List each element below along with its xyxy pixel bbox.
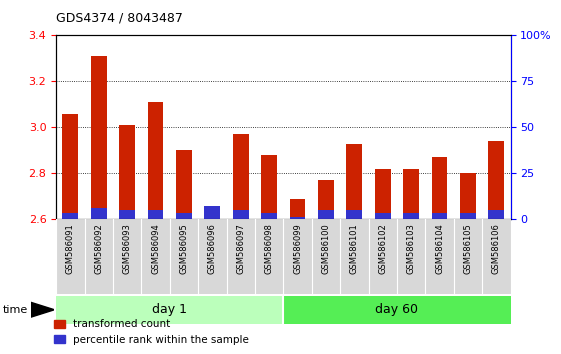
Text: GSM586102: GSM586102 (378, 223, 387, 274)
Text: GSM586099: GSM586099 (293, 223, 302, 274)
Bar (347, 144, 362, 219)
FancyBboxPatch shape (454, 219, 482, 294)
Bar (148, 102, 163, 219)
Bar (318, 210, 334, 219)
Bar (375, 213, 390, 219)
FancyBboxPatch shape (85, 219, 113, 294)
Text: GSM586097: GSM586097 (236, 223, 245, 274)
Bar (489, 210, 504, 219)
Text: time: time (3, 305, 28, 315)
Bar (403, 169, 419, 219)
Text: GSM586094: GSM586094 (151, 223, 160, 274)
FancyBboxPatch shape (283, 219, 312, 294)
Text: GSM586101: GSM586101 (350, 223, 359, 274)
Bar (261, 213, 277, 219)
Text: GSM586095: GSM586095 (180, 223, 188, 274)
Text: GSM586091: GSM586091 (66, 223, 75, 274)
Bar (289, 217, 305, 219)
Text: GDS4374 / 8043487: GDS4374 / 8043487 (56, 12, 183, 25)
FancyBboxPatch shape (113, 219, 141, 294)
Text: GSM586103: GSM586103 (407, 223, 416, 274)
FancyBboxPatch shape (198, 219, 227, 294)
Bar (91, 56, 107, 219)
Bar (62, 114, 78, 219)
Bar (205, 206, 220, 219)
Bar (119, 125, 135, 219)
Bar (91, 208, 107, 219)
FancyBboxPatch shape (312, 219, 340, 294)
Bar (233, 135, 249, 219)
Bar (289, 199, 305, 219)
Bar (119, 210, 135, 219)
Text: GSM586106: GSM586106 (492, 223, 501, 274)
Bar (460, 173, 476, 219)
FancyBboxPatch shape (227, 219, 255, 294)
Text: day 60: day 60 (375, 303, 419, 316)
Polygon shape (31, 302, 54, 317)
FancyBboxPatch shape (141, 219, 169, 294)
FancyBboxPatch shape (169, 219, 198, 294)
Text: day 1: day 1 (152, 303, 187, 316)
Bar (148, 210, 163, 219)
Text: GSM586093: GSM586093 (123, 223, 132, 274)
Bar (261, 155, 277, 219)
Bar (176, 213, 192, 219)
Bar (205, 215, 220, 219)
Bar (432, 158, 447, 219)
Bar (56, 296, 283, 324)
FancyBboxPatch shape (397, 219, 425, 294)
FancyBboxPatch shape (56, 219, 85, 294)
Bar (283, 296, 511, 324)
Bar (489, 141, 504, 219)
Text: GSM586105: GSM586105 (463, 223, 472, 274)
Bar (347, 210, 362, 219)
Text: GSM586104: GSM586104 (435, 223, 444, 274)
Text: GSM586098: GSM586098 (265, 223, 274, 274)
Text: GSM586100: GSM586100 (321, 223, 330, 274)
FancyBboxPatch shape (255, 219, 283, 294)
Bar (460, 213, 476, 219)
Text: GSM586096: GSM586096 (208, 223, 217, 274)
FancyBboxPatch shape (340, 219, 369, 294)
FancyBboxPatch shape (482, 219, 511, 294)
FancyBboxPatch shape (369, 219, 397, 294)
Legend: transformed count, percentile rank within the sample: transformed count, percentile rank withi… (50, 315, 253, 349)
Bar (375, 169, 390, 219)
Bar (432, 213, 447, 219)
Bar (233, 210, 249, 219)
Bar (176, 150, 192, 219)
FancyBboxPatch shape (425, 219, 454, 294)
Bar (403, 213, 419, 219)
Bar (62, 213, 78, 219)
Text: GSM586092: GSM586092 (94, 223, 103, 274)
Bar (318, 181, 334, 219)
